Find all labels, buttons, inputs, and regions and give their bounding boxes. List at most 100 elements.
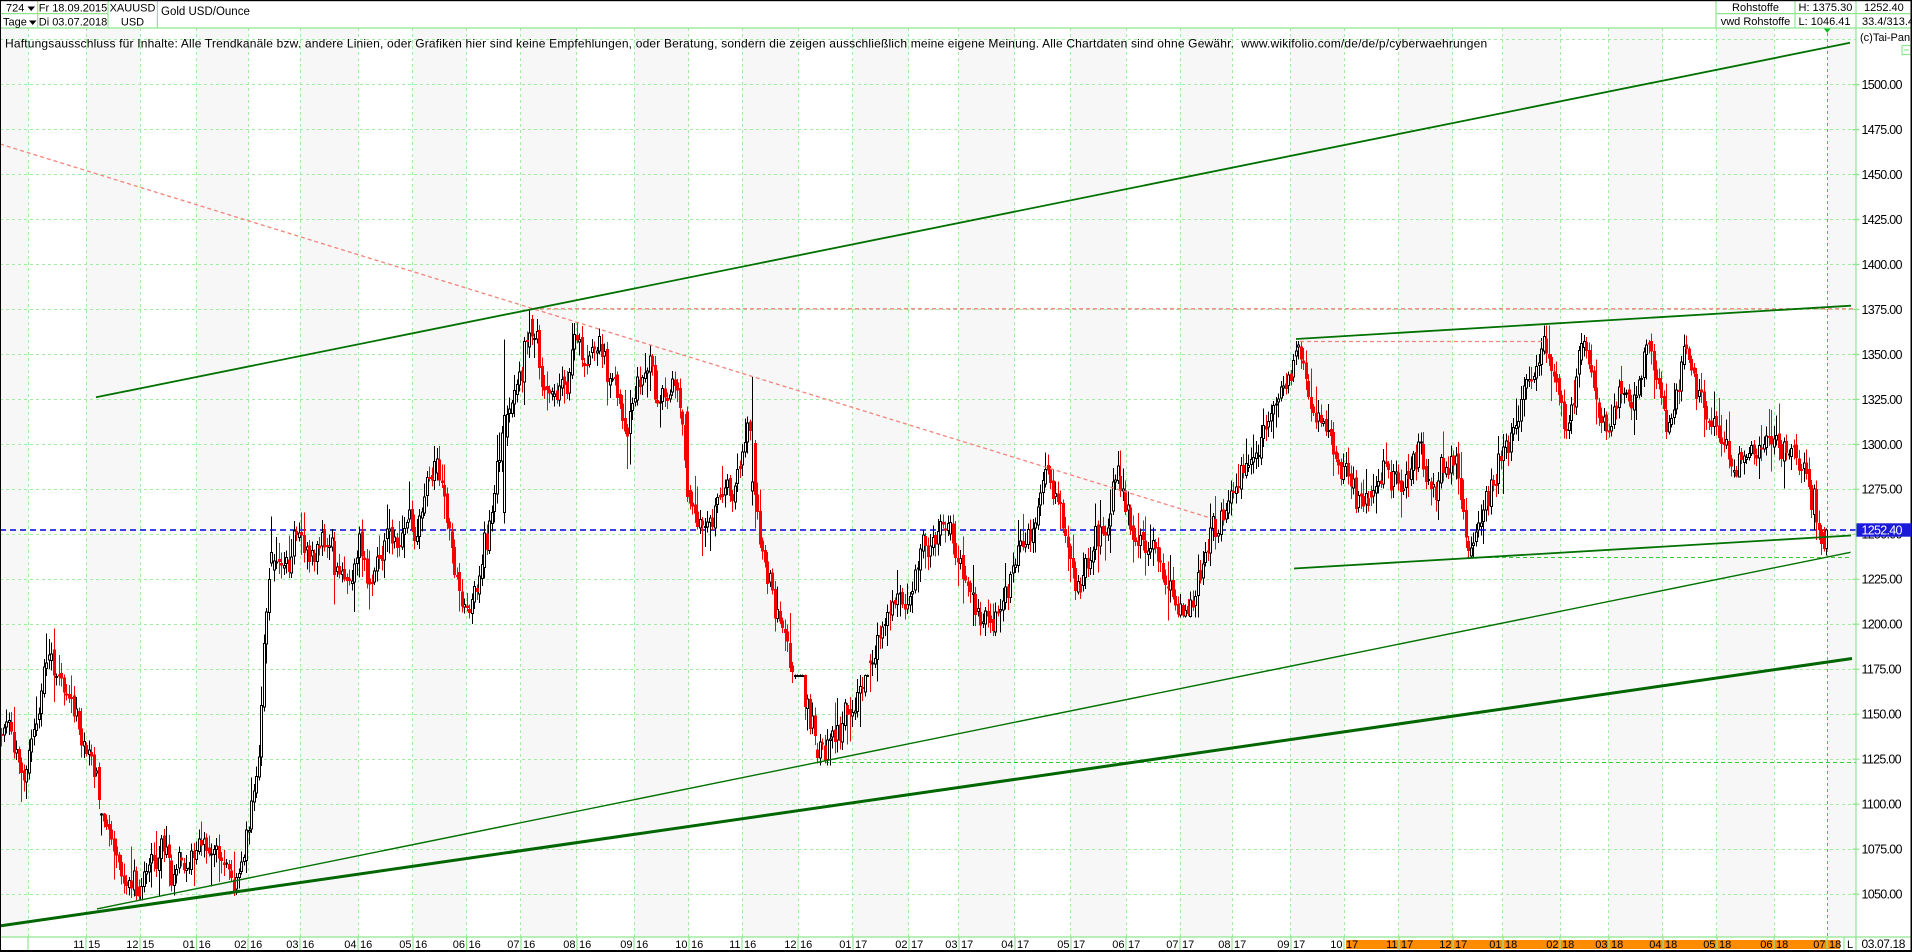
svg-text:1075.00: 1075.00 <box>1862 843 1903 857</box>
svg-text:12: 12 <box>1439 939 1451 951</box>
svg-text:06: 06 <box>453 939 465 951</box>
svg-text:16: 16 <box>691 939 703 951</box>
svg-text:1400.00: 1400.00 <box>1862 258 1903 272</box>
svg-text:1200.00: 1200.00 <box>1862 618 1903 632</box>
svg-text:H: 1375.30: H: 1375.30 <box>1799 2 1853 14</box>
svg-text:1350.00: 1350.00 <box>1862 348 1903 362</box>
svg-text:L: L <box>1847 939 1853 951</box>
svg-text:USD: USD <box>121 17 144 29</box>
svg-text:04: 04 <box>344 939 356 951</box>
svg-text:1252.40: 1252.40 <box>1864 2 1904 14</box>
svg-text:16: 16 <box>469 939 481 951</box>
svg-text:16: 16 <box>800 939 812 951</box>
svg-text:16: 16 <box>744 939 756 951</box>
svg-text:15: 15 <box>88 939 100 951</box>
svg-text:17: 17 <box>1128 939 1140 951</box>
svg-text:05: 05 <box>1703 939 1715 951</box>
svg-text:17: 17 <box>1293 939 1305 951</box>
svg-text:11: 11 <box>73 939 84 951</box>
svg-text:06: 06 <box>1112 939 1124 951</box>
svg-text:15: 15 <box>142 939 154 951</box>
svg-text:02: 02 <box>234 939 246 951</box>
svg-text:17: 17 <box>1182 939 1194 951</box>
svg-text:18: 18 <box>1829 939 1841 951</box>
svg-text:12: 12 <box>126 939 138 951</box>
svg-text:11: 11 <box>1386 939 1397 951</box>
svg-text:01: 01 <box>839 939 851 951</box>
svg-text:1252.40: 1252.40 <box>1862 524 1903 538</box>
svg-text:Gold USD/Ounce: Gold USD/Ounce <box>161 6 250 18</box>
svg-text:(c)Tai-Pan: (c)Tai-Pan <box>1860 32 1910 44</box>
svg-text:18: 18 <box>1719 939 1731 951</box>
svg-text:1225.00: 1225.00 <box>1862 573 1903 587</box>
svg-text:16: 16 <box>199 939 211 951</box>
svg-text:10: 10 <box>675 939 687 951</box>
svg-text:09: 09 <box>620 939 632 951</box>
svg-text:01: 01 <box>183 939 195 951</box>
svg-text:08: 08 <box>1218 939 1230 951</box>
svg-text:10: 10 <box>1330 939 1342 951</box>
svg-text:16: 16 <box>250 939 262 951</box>
svg-text:16: 16 <box>360 939 372 951</box>
svg-text:Di 03.07.2018: Di 03.07.2018 <box>39 17 108 29</box>
svg-text:18: 18 <box>1562 939 1574 951</box>
svg-text:724: 724 <box>6 3 24 15</box>
svg-text:1150.00: 1150.00 <box>1862 708 1902 722</box>
svg-text:1275.00: 1275.00 <box>1862 483 1903 497</box>
svg-text:07: 07 <box>507 939 519 951</box>
svg-text:L: 1046.41: L: 1046.41 <box>1799 16 1851 28</box>
svg-text:1100.00: 1100.00 <box>1862 798 1902 812</box>
svg-text:1300.00: 1300.00 <box>1862 438 1903 452</box>
svg-text:17: 17 <box>1401 939 1413 951</box>
svg-text:16: 16 <box>302 939 314 951</box>
svg-text:17: 17 <box>1234 939 1246 951</box>
svg-text:16: 16 <box>415 939 427 951</box>
svg-text:1425.00: 1425.00 <box>1862 213 1903 227</box>
svg-text:vwd Rohstoffe: vwd Rohstoffe <box>1721 16 1791 28</box>
svg-text:16: 16 <box>636 939 648 951</box>
svg-text:01: 01 <box>1489 939 1501 951</box>
svg-text:03.07.18: 03.07.18 <box>1862 937 1906 951</box>
svg-text:06: 06 <box>1760 939 1772 951</box>
svg-text:03: 03 <box>286 939 298 951</box>
svg-text:17: 17 <box>1017 939 1029 951</box>
svg-text:18: 18 <box>1665 939 1677 951</box>
svg-text:1475.00: 1475.00 <box>1862 123 1903 137</box>
svg-text:07: 07 <box>1166 939 1178 951</box>
svg-text:05: 05 <box>399 939 411 951</box>
svg-text:XAUUSD: XAUUSD <box>110 3 156 15</box>
svg-text:17: 17 <box>1455 939 1467 951</box>
svg-text:18: 18 <box>1611 939 1623 951</box>
svg-text:11: 11 <box>729 939 740 951</box>
svg-text:17: 17 <box>1073 939 1085 951</box>
svg-text:1500.00: 1500.00 <box>1862 78 1903 92</box>
svg-text:17: 17 <box>1346 939 1358 951</box>
svg-text:Fr 18.09.2015: Fr 18.09.2015 <box>39 3 108 15</box>
svg-text:05: 05 <box>1057 939 1069 951</box>
svg-text:33.4/313.4: 33.4/313.4 <box>1862 16 1912 28</box>
svg-text:Tage: Tage <box>3 17 27 29</box>
svg-text:Haftungsausschluss für Inhalte: Haftungsausschluss für Inhalte: Alle Tre… <box>5 37 1487 51</box>
svg-text:16: 16 <box>579 939 591 951</box>
svg-text:1450.00: 1450.00 <box>1862 168 1903 182</box>
svg-text:18: 18 <box>1776 939 1788 951</box>
svg-text:03: 03 <box>1595 939 1607 951</box>
svg-text:1050.00: 1050.00 <box>1862 888 1903 902</box>
svg-text:1375.00: 1375.00 <box>1862 303 1903 317</box>
svg-text:16: 16 <box>523 939 535 951</box>
svg-text:Rohstoffe: Rohstoffe <box>1732 2 1779 14</box>
svg-text:1125.00: 1125.00 <box>1862 753 1902 767</box>
svg-text:1325.00: 1325.00 <box>1862 393 1903 407</box>
svg-text:02: 02 <box>1546 939 1558 951</box>
svg-text:04: 04 <box>1649 939 1661 951</box>
svg-text:17: 17 <box>911 939 923 951</box>
svg-text:09: 09 <box>1277 939 1289 951</box>
svg-text:17: 17 <box>961 939 973 951</box>
svg-text:18: 18 <box>1505 939 1517 951</box>
svg-text:08: 08 <box>563 939 575 951</box>
svg-text:17: 17 <box>855 939 867 951</box>
svg-text:12: 12 <box>784 939 796 951</box>
svg-text:03: 03 <box>945 939 957 951</box>
svg-text:04: 04 <box>1001 939 1013 951</box>
svg-text:02: 02 <box>895 939 907 951</box>
